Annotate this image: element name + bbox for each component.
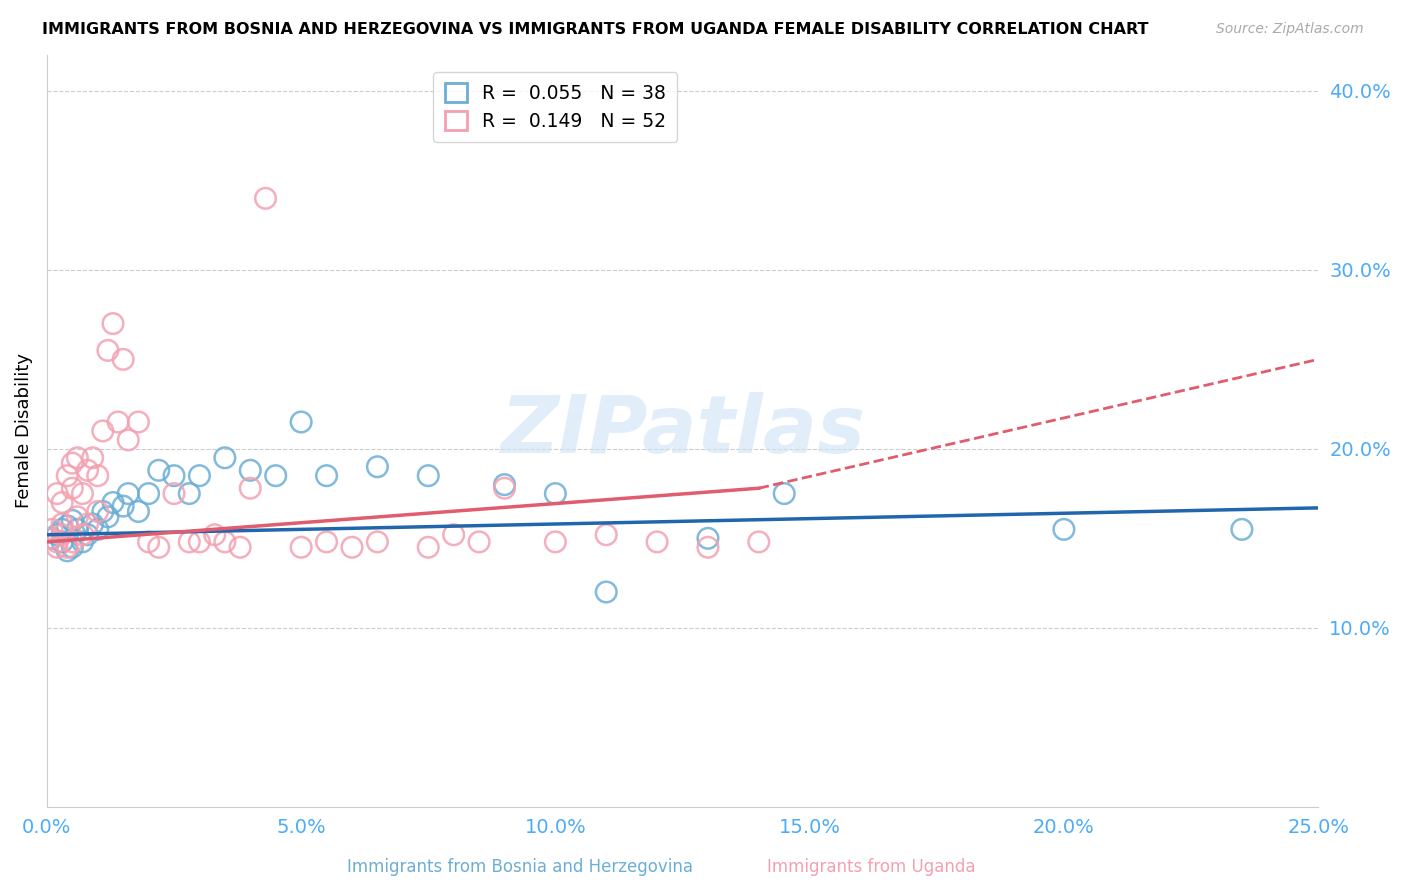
Point bbox=[697, 531, 720, 545]
Point bbox=[46, 535, 69, 549]
Point bbox=[72, 527, 94, 541]
Point bbox=[239, 481, 262, 495]
Point bbox=[645, 535, 668, 549]
Point bbox=[76, 516, 98, 531]
Point bbox=[315, 535, 337, 549]
Point bbox=[60, 481, 83, 495]
Point bbox=[748, 535, 770, 549]
Point bbox=[544, 535, 567, 549]
Point bbox=[264, 468, 287, 483]
Point bbox=[56, 541, 79, 555]
Point bbox=[204, 527, 226, 541]
Point bbox=[117, 433, 139, 447]
Text: Source: ZipAtlas.com: Source: ZipAtlas.com bbox=[1216, 22, 1364, 37]
Point bbox=[66, 509, 89, 524]
Point bbox=[91, 504, 114, 518]
Point bbox=[87, 522, 110, 536]
Point bbox=[87, 504, 110, 518]
Point bbox=[56, 544, 79, 558]
Point bbox=[60, 513, 83, 527]
Point bbox=[1230, 522, 1253, 536]
Point bbox=[51, 535, 73, 549]
Point bbox=[544, 486, 567, 500]
Point bbox=[117, 486, 139, 500]
Point bbox=[127, 504, 149, 518]
Point bbox=[66, 450, 89, 465]
Point bbox=[229, 541, 252, 555]
Point bbox=[112, 352, 135, 367]
Text: IMMIGRANTS FROM BOSNIA AND HERZEGOVINA VS IMMIGRANTS FROM UGANDA FEMALE DISABILI: IMMIGRANTS FROM BOSNIA AND HERZEGOVINA V… bbox=[42, 22, 1149, 37]
Point bbox=[163, 486, 186, 500]
Point bbox=[239, 463, 262, 477]
Point bbox=[82, 450, 104, 465]
Point bbox=[97, 343, 120, 358]
Point bbox=[179, 535, 201, 549]
Point bbox=[127, 415, 149, 429]
Point bbox=[188, 535, 211, 549]
Point bbox=[56, 518, 79, 533]
Point bbox=[51, 516, 73, 531]
Point bbox=[366, 535, 388, 549]
Point bbox=[443, 527, 465, 541]
Point bbox=[76, 463, 98, 477]
Point bbox=[56, 468, 79, 483]
Point bbox=[60, 456, 83, 470]
Point bbox=[51, 495, 73, 509]
Point bbox=[66, 522, 89, 536]
Text: Immigrants from Bosnia and Herzegovina: Immigrants from Bosnia and Herzegovina bbox=[347, 858, 693, 876]
Point bbox=[72, 535, 94, 549]
Point bbox=[290, 541, 312, 555]
Point bbox=[51, 527, 73, 541]
Text: ZIPatlas: ZIPatlas bbox=[501, 392, 865, 470]
Point bbox=[51, 522, 73, 536]
Point bbox=[82, 516, 104, 531]
Point bbox=[315, 468, 337, 483]
Point bbox=[76, 527, 98, 541]
Point bbox=[87, 468, 110, 483]
Point bbox=[101, 317, 124, 331]
Point bbox=[72, 486, 94, 500]
Point bbox=[41, 522, 63, 536]
Point bbox=[254, 191, 277, 205]
Point bbox=[773, 486, 796, 500]
Point bbox=[468, 535, 491, 549]
Point bbox=[46, 486, 69, 500]
Point bbox=[107, 415, 129, 429]
Point bbox=[214, 450, 236, 465]
Point bbox=[340, 541, 363, 555]
Y-axis label: Female Disability: Female Disability bbox=[15, 353, 32, 508]
Point bbox=[595, 585, 617, 599]
Point bbox=[138, 535, 160, 549]
Point bbox=[46, 541, 69, 555]
Point bbox=[418, 468, 440, 483]
Point bbox=[60, 541, 83, 555]
Point bbox=[494, 477, 516, 491]
Text: Immigrants from Uganda: Immigrants from Uganda bbox=[768, 858, 976, 876]
Point bbox=[494, 481, 516, 495]
Point bbox=[1053, 522, 1076, 536]
Point bbox=[101, 495, 124, 509]
Point bbox=[697, 541, 720, 555]
Point bbox=[595, 527, 617, 541]
Point bbox=[214, 535, 236, 549]
Point bbox=[188, 468, 211, 483]
Point bbox=[179, 486, 201, 500]
Point bbox=[366, 459, 388, 474]
Point bbox=[290, 415, 312, 429]
Legend: R =  0.055   N = 38, R =  0.149   N = 52: R = 0.055 N = 38, R = 0.149 N = 52 bbox=[433, 72, 678, 142]
Point bbox=[112, 499, 135, 513]
Point bbox=[41, 531, 63, 545]
Point bbox=[138, 486, 160, 500]
Point bbox=[41, 531, 63, 545]
Point bbox=[148, 541, 170, 555]
Point bbox=[163, 468, 186, 483]
Point bbox=[148, 463, 170, 477]
Point bbox=[97, 509, 120, 524]
Point bbox=[46, 527, 69, 541]
Point bbox=[418, 541, 440, 555]
Point bbox=[91, 424, 114, 438]
Point bbox=[60, 535, 83, 549]
